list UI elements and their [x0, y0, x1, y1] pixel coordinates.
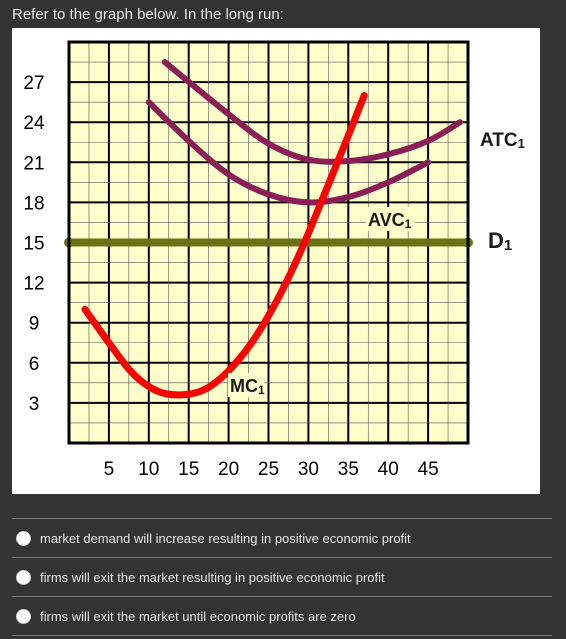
answer-option-1[interactable]: market demand will increase resulting in…	[12, 518, 552, 557]
x-tick-label: 30	[298, 459, 319, 480]
y-tick-label: 15	[23, 234, 44, 255]
answer-options: market demand will increase resulting in…	[12, 518, 552, 636]
y-tick-label: 27	[23, 73, 44, 94]
x-tick-label: 40	[378, 459, 399, 480]
curve-label-mc1: MC1	[230, 376, 265, 397]
curve-label-atc1: ATC1	[480, 130, 525, 151]
answer-option-2[interactable]: firms will exit the market resulting in …	[12, 557, 552, 596]
curve-label-d1: D1	[488, 228, 512, 254]
y-tick-label: 6	[29, 354, 40, 375]
series-line-atc1	[161, 59, 464, 165]
x-tick-label: 35	[338, 459, 359, 480]
label-background-mc1	[228, 373, 264, 397]
radio-button[interactable]	[16, 569, 31, 585]
y-tick-label: 24	[23, 113, 45, 134]
y-tick-label: 9	[29, 314, 40, 335]
series-line-mc1	[81, 91, 368, 399]
y-tick-label: 18	[23, 193, 44, 214]
plot-border	[67, 40, 470, 445]
y-tick-label: 12	[23, 274, 44, 295]
cost-curves-graph: 5 10 15 20 25 30 35 40 45 27 24 21 18 15 12 9 6 3 ATC1 AVC1…	[12, 28, 540, 494]
x-tick-label: 5	[104, 459, 115, 480]
series-line-avc1	[145, 99, 432, 206]
x-tick-label: 25	[258, 459, 279, 480]
y-tick-label: 3	[29, 394, 40, 415]
question-prompt: Refer to the graph below. In the long ru…	[12, 6, 284, 23]
radio-button[interactable]	[16, 530, 31, 546]
answer-option-label: firms will exit the market resulting in …	[40, 569, 385, 585]
answer-option-3[interactable]: firms will exit the market until economi…	[12, 596, 552, 636]
x-tick-label: 45	[418, 459, 439, 480]
curve-label-avc1: AVC1	[368, 210, 412, 231]
x-tick-label: 20	[218, 459, 239, 480]
answer-option-label: firms will exit the market until economi…	[40, 608, 356, 624]
label-background-avc1	[366, 207, 415, 231]
y-tick-label: 21	[23, 153, 44, 174]
chart-svg: 5 10 15 20 25 30 35 40 45 27 24 21 18 15 12 9 6 3 ATC1 AVC1…	[23, 40, 525, 480]
x-tick-label: 15	[178, 459, 199, 480]
answer-option-label: market demand will increase resulting in…	[40, 530, 411, 546]
radio-button[interactable]	[16, 608, 31, 624]
x-tick-label: 10	[138, 459, 159, 480]
